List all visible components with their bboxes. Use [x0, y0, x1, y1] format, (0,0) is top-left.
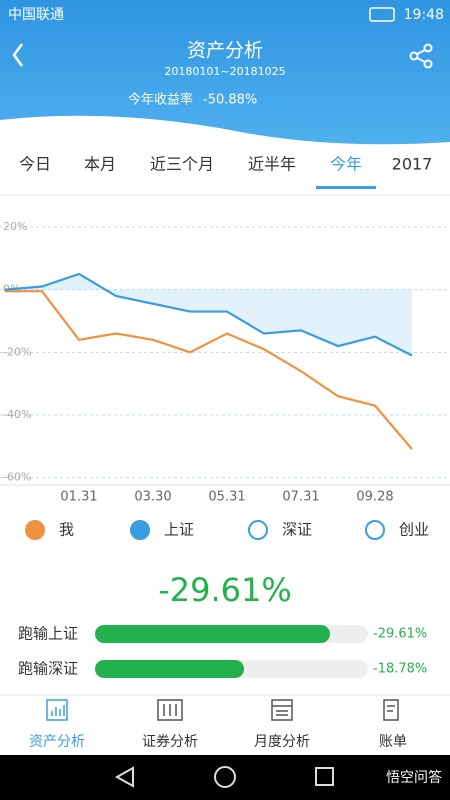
nav-icon — [163, 704, 177, 716]
legend-label[interactable]: 我 — [59, 521, 74, 539]
tab[interactable]: 今日 — [19, 155, 51, 174]
nav-icon — [271, 699, 293, 721]
legend-marker[interactable] — [248, 520, 268, 540]
return-label: 今年收益率 — [128, 92, 193, 108]
x-tick-label: 03.30 — [134, 490, 171, 505]
nav-item[interactable]: 账单 — [379, 734, 407, 750]
tab[interactable]: 本月 — [84, 155, 116, 174]
y-tick-label: -60% — [3, 471, 31, 484]
nav-icon — [157, 699, 183, 721]
summary-value: -29.61% — [158, 571, 292, 609]
tab-indicator — [316, 186, 376, 189]
y-tick-label: -20% — [3, 345, 31, 358]
comparison-label: 跑输上证 — [18, 625, 78, 643]
tab[interactable]: 近半年 — [248, 155, 296, 174]
watermark: 悟空问答 — [386, 769, 442, 786]
comparison-bar — [95, 660, 245, 678]
system-nav-bar — [0, 755, 450, 800]
legend-marker[interactable] — [130, 520, 150, 540]
share-button[interactable] — [409, 43, 433, 69]
comparison-bar — [95, 625, 330, 643]
line — [4, 272, 413, 357]
legend-label[interactable]: 深证 — [282, 521, 312, 539]
comparison-value: -29.61% — [373, 627, 427, 642]
period: 20180101~20181025 — [164, 65, 285, 78]
comparison-label: 跑输深证 — [18, 660, 78, 678]
area — [5, 273, 412, 356]
x-tick-label: 07.31 — [282, 490, 319, 505]
system-home[interactable] — [214, 766, 236, 788]
comparison-value: -18.78% — [373, 662, 427, 677]
nav-icon — [46, 699, 68, 721]
page-title: 资产分析 — [187, 40, 263, 62]
legend-marker[interactable] — [365, 520, 385, 540]
legend-marker[interactable] — [25, 520, 45, 540]
legend-label[interactable]: 创业 — [399, 521, 429, 539]
back-button[interactable] — [12, 43, 24, 67]
nav-icons — [46, 699, 399, 721]
y-tick-label: -40% — [3, 408, 31, 421]
tab[interactable]: 今年 — [330, 155, 362, 174]
nav-icon — [383, 699, 399, 721]
header-background — [0, 0, 450, 145]
clock: 19:48 — [404, 7, 444, 23]
battery-icon — [369, 7, 395, 22]
nav-item[interactable]: 月度分析 — [254, 734, 310, 750]
nav-icon — [51, 705, 65, 716]
tab[interactable]: 2017 — [392, 155, 433, 174]
system-recent[interactable] — [315, 767, 334, 786]
x-tick-label: 09.28 — [356, 490, 393, 505]
nav-item[interactable]: 证券分析 — [142, 734, 198, 750]
nav-icon — [272, 705, 292, 716]
y-tick-label: 20% — [3, 220, 27, 233]
x-tick-label: 01.31 — [60, 490, 97, 505]
line — [5, 290, 413, 450]
return-value: -50.88% — [203, 93, 257, 108]
legend-label[interactable]: 上证 — [164, 521, 194, 539]
tab[interactable]: 近三个月 — [150, 155, 214, 174]
x-tick-label: 05.31 — [208, 490, 245, 505]
system-back[interactable] — [114, 766, 134, 788]
nav-item[interactable]: 资产分析 — [29, 734, 85, 750]
carrier: 中国联通 — [8, 7, 64, 23]
